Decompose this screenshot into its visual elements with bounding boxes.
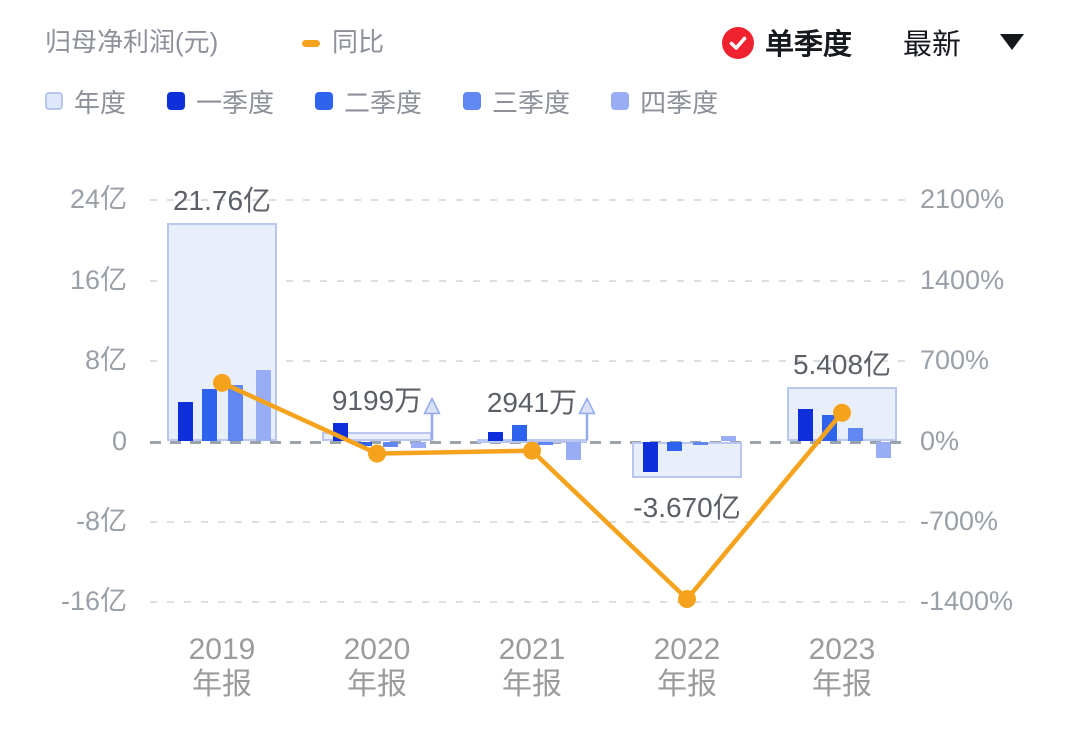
q4-bar-2022[interactable] (721, 436, 736, 442)
q2-bar-2020[interactable] (357, 441, 372, 446)
q1-bar-2023[interactable] (798, 409, 813, 442)
legend-swatch-icon (463, 92, 482, 110)
right-axis-tick: 0% (920, 425, 960, 456)
gridline (150, 279, 910, 282)
yoy-point-2022[interactable] (678, 590, 696, 609)
yoy-dash-icon (302, 40, 320, 47)
x-label-period: 年报 (192, 668, 252, 701)
q3-bar-2020[interactable] (383, 441, 398, 447)
check-badge-icon[interactable] (722, 27, 754, 59)
right-axis-tick: 700% (920, 345, 990, 376)
legend-label: 三季度 (492, 87, 571, 118)
right-axis-tick: 2100% (920, 184, 1005, 215)
x-label-period: 年报 (347, 668, 407, 701)
legend-item-annual[interactable]: 年度 (45, 83, 126, 120)
q1-bar-2021[interactable] (488, 432, 503, 442)
legend-label: 二季度 (344, 87, 423, 118)
gridline (150, 601, 910, 604)
sort-latest-button[interactable]: 最新 (903, 29, 962, 61)
x-label-year: 2021 (498, 633, 566, 666)
legend-item-q2[interactable]: 二季度 (315, 83, 422, 120)
q1-bar-2020[interactable] (333, 423, 348, 442)
x-label-year: 2022 (653, 633, 721, 666)
q4-bar-2021[interactable] (566, 441, 581, 461)
mode-toggle-single-quarter[interactable]: 单季度 (765, 29, 853, 61)
right-axis-tick: -700% (920, 505, 999, 536)
q1-bar-2022[interactable] (643, 441, 658, 472)
q3-bar-2022[interactable] (693, 441, 708, 445)
q2-bar-2021[interactable] (512, 425, 527, 442)
legend-swatch-icon (45, 92, 63, 110)
yoy-point-2020[interactable] (368, 444, 386, 463)
chart-title: 归母净利润(元) (45, 27, 219, 57)
legend-item-q1[interactable]: 一季度 (167, 83, 274, 120)
x-label-2020: 2020 年报 (292, 632, 462, 702)
x-label-2019: 2019 年报 (137, 632, 307, 702)
gridline (150, 199, 910, 202)
legend-label: 四季度 (640, 87, 719, 118)
left-axis-tick: 16亿 (69, 264, 127, 295)
x-label-period: 年报 (657, 668, 717, 701)
legend-swatch-icon (315, 92, 334, 110)
right-axis-tick: 1400% (920, 264, 1005, 295)
legend-item-q4[interactable]: 四季度 (611, 83, 718, 120)
q2-bar-2022[interactable] (667, 441, 682, 451)
annual-value-label-2022: -3.670亿 (633, 492, 741, 524)
q4-bar-2023[interactable] (876, 441, 891, 458)
left-axis-tick: 8亿 (84, 345, 127, 376)
q3-bar-2019[interactable] (228, 385, 243, 442)
q1-bar-2019[interactable] (178, 402, 193, 442)
annual-value-label-2023: 5.408亿 (792, 349, 892, 381)
x-label-2021: 2021 年报 (447, 632, 617, 702)
x-label-period: 年报 (502, 668, 562, 701)
q2-bar-2023[interactable] (822, 415, 837, 442)
x-label-year: 2019 (188, 633, 256, 666)
x-label-2022: 2022 年报 (602, 632, 772, 702)
left-axis-tick: 0 (111, 425, 127, 456)
legend-label: 一季度 (196, 87, 275, 118)
q3-bar-2021[interactable] (538, 441, 553, 446)
x-label-period: 年报 (812, 668, 872, 701)
q3-bar-2023[interactable] (848, 428, 863, 442)
left-axis-tick: 24亿 (69, 184, 127, 215)
annual-value-label-2019: 21.76亿 (172, 184, 272, 216)
q2-bar-2019[interactable] (202, 389, 217, 442)
gridline (150, 360, 910, 363)
left-axis-tick: -16亿 (60, 586, 127, 617)
x-label-2023: 2023 年报 (757, 632, 927, 702)
legend-swatch-icon (167, 92, 186, 110)
dropdown-caret-icon[interactable] (1000, 34, 1024, 50)
legend-item-q3[interactable]: 三季度 (463, 83, 570, 120)
x-label-year: 2020 (343, 633, 411, 666)
legend-label: 年度 (74, 87, 127, 118)
x-label-year: 2023 (808, 633, 876, 666)
left-axis-tick: -8亿 (75, 505, 127, 536)
legend-swatch-icon (611, 92, 630, 110)
series-legend: 年度 一季度 二季度 三季度 四季度 (45, 84, 718, 118)
yoy-legend-label[interactable]: 同比 (332, 27, 385, 57)
q4-bar-2020[interactable] (411, 441, 426, 448)
annual-value-label-2021: 2941万 (486, 387, 578, 419)
right-axis-tick: -1400% (920, 586, 1014, 617)
checkmark-icon (722, 27, 754, 59)
